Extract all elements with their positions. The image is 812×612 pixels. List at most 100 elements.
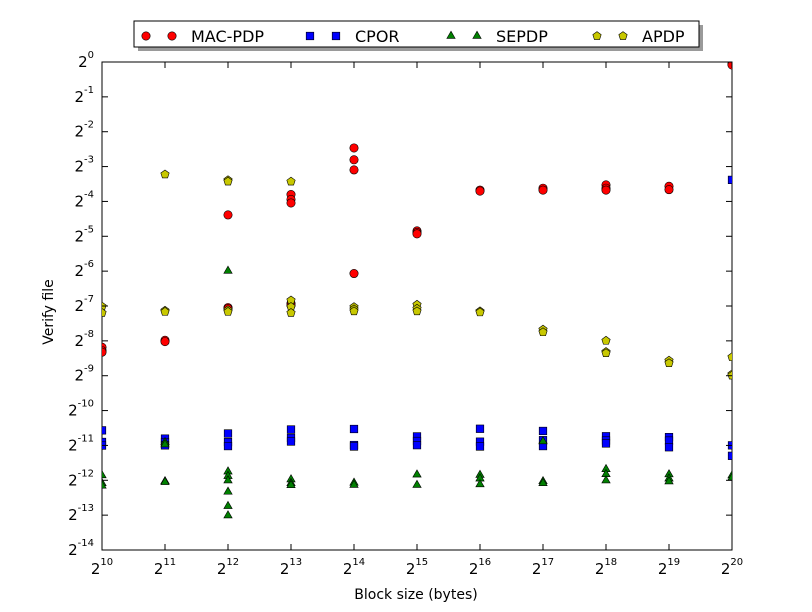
data-point xyxy=(286,437,296,446)
y-tick-label: 2-4 xyxy=(74,189,94,210)
data-point xyxy=(286,198,296,208)
legend: MAC-PDP CPOR SEPDP APDP xyxy=(133,20,703,51)
data-point xyxy=(102,480,107,489)
legend-label: MAC-PDP xyxy=(191,27,264,46)
legend-marker xyxy=(167,31,177,41)
x-tick-label: 214 xyxy=(343,557,365,578)
data-point xyxy=(349,269,359,279)
y-tick-label: 2-1 xyxy=(74,85,94,106)
series-apdp xyxy=(102,169,732,380)
x-tick-label: 220 xyxy=(721,557,743,578)
y-tick-label: 2-8 xyxy=(74,329,94,350)
legend-marker xyxy=(618,31,628,40)
data-point xyxy=(538,327,548,337)
data-point xyxy=(727,62,732,70)
data-point xyxy=(223,486,233,495)
legend-marker xyxy=(305,31,315,41)
x-axis-label: Block size (bytes) xyxy=(354,587,477,603)
data-point xyxy=(286,479,296,488)
data-point xyxy=(475,442,485,451)
data-point xyxy=(286,176,296,186)
data-point xyxy=(727,352,732,361)
data-point xyxy=(601,439,611,448)
data-point xyxy=(412,229,422,239)
data-point xyxy=(223,441,233,451)
legend-label: CPOR xyxy=(355,27,400,46)
y-tick-label: 2-5 xyxy=(74,224,94,245)
x-tick-label: 210 xyxy=(91,557,113,578)
data-point xyxy=(475,424,485,433)
data-point xyxy=(601,335,611,345)
legend-marker xyxy=(592,31,602,40)
data-point xyxy=(160,307,170,316)
y-tick-label: 20 xyxy=(78,50,94,71)
data-point xyxy=(160,439,170,448)
data-point xyxy=(538,426,548,436)
legend-label: APDP xyxy=(642,27,685,46)
legend-item: CPOR xyxy=(305,27,400,46)
y-axis-label: Verify file xyxy=(41,279,57,345)
data-point xyxy=(412,469,422,478)
data-point xyxy=(664,358,674,367)
data-point xyxy=(664,185,674,195)
data-point xyxy=(727,175,732,184)
data-point xyxy=(727,472,732,481)
data-point xyxy=(538,477,548,486)
legend-marker xyxy=(141,31,151,41)
data-point xyxy=(412,306,422,316)
y-tick-label: 2-11 xyxy=(68,433,94,454)
data-point xyxy=(102,347,107,357)
data-point xyxy=(412,441,422,450)
legend-box xyxy=(133,20,700,48)
legend-marker xyxy=(472,30,482,39)
x-tick-label: 213 xyxy=(280,557,302,578)
data-point xyxy=(412,479,422,488)
data-point xyxy=(475,186,485,196)
data-point xyxy=(601,185,611,195)
data-point xyxy=(223,307,233,316)
data-point xyxy=(601,475,611,484)
data-point xyxy=(349,155,359,165)
axes: 210 211 212 213 214 215 216 217 218 219 220 20 2-1 2-… xyxy=(68,50,743,578)
data-point xyxy=(286,308,296,317)
data-point xyxy=(538,185,548,195)
y-tick-label: 2-2 xyxy=(74,120,94,141)
y-tick-label: 2-6 xyxy=(74,259,94,280)
legend-marker xyxy=(446,30,456,39)
legend-item: SEPDP xyxy=(446,27,548,46)
legend-label: SEPDP xyxy=(496,27,548,46)
data-point xyxy=(349,442,359,451)
data-point xyxy=(349,424,359,434)
x-tick-label: 217 xyxy=(532,557,554,578)
data-point xyxy=(160,169,170,179)
data-point xyxy=(727,451,732,460)
legend-item: MAC-PDP xyxy=(141,27,264,46)
x-tick-label: 211 xyxy=(154,557,176,578)
data-point xyxy=(160,337,170,347)
series-sepdp xyxy=(102,265,732,519)
y-tick-label: 2-14 xyxy=(68,538,94,559)
data-point xyxy=(286,425,296,434)
data-point xyxy=(475,478,485,488)
data-point xyxy=(601,348,611,358)
y-tick-label: 2-12 xyxy=(68,468,94,489)
x-tick-label: 216 xyxy=(469,557,491,578)
data-point xyxy=(102,470,107,479)
data-point xyxy=(223,265,233,274)
data-point xyxy=(664,476,674,485)
y-tick-label: 2-3 xyxy=(74,155,94,176)
series-cpor xyxy=(102,175,732,460)
data-point xyxy=(349,306,359,316)
x-tick-label: 219 xyxy=(658,557,680,578)
data-point xyxy=(223,210,233,220)
data-point xyxy=(223,429,233,438)
x-tick-label: 218 xyxy=(595,557,617,578)
data-point xyxy=(538,436,548,445)
data-point xyxy=(664,443,674,452)
data-point xyxy=(349,165,359,175)
y-tick-label: 2-10 xyxy=(68,399,94,420)
data-point xyxy=(160,476,170,485)
data-points xyxy=(102,62,732,519)
